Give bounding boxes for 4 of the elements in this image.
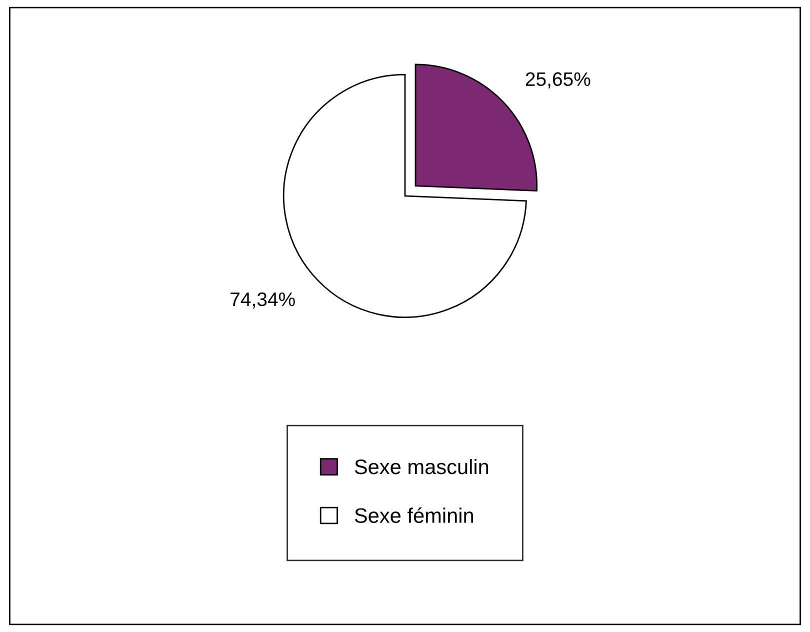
legend-label: Sexe féminin [354, 507, 474, 523]
data-label: 74,34% [230, 292, 295, 308]
legend-label: Sexe masculin [354, 458, 488, 474]
data-label: 25,65% [526, 72, 590, 88]
